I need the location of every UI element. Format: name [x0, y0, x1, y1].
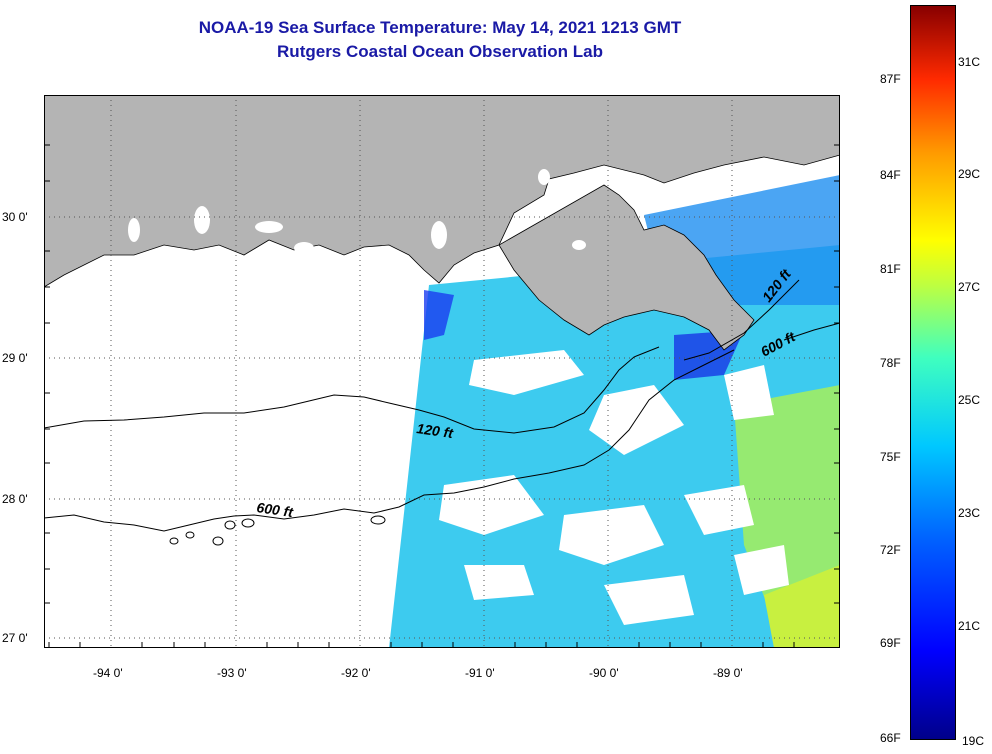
cloud-gap: [559, 505, 664, 565]
contour-120ft-west: [44, 346, 660, 434]
colorbar-label-f: 66F: [880, 731, 901, 745]
bank-outline: [241, 518, 255, 528]
contour-label: 600 ft: [256, 499, 296, 520]
lat-label: 30 0': [2, 210, 28, 224]
lat-label: 29 0': [2, 351, 28, 365]
lake: [538, 169, 550, 185]
contour-600ft-east: [783, 322, 840, 341]
cloud-gap: [439, 475, 544, 535]
lake: [128, 218, 140, 242]
lake: [431, 221, 447, 249]
lat-label: 28 0': [2, 492, 28, 506]
lake: [194, 206, 210, 234]
title-line-1: NOAA-19 Sea Surface Temperature: May 14,…: [198, 18, 682, 37]
cloud-gap: [604, 575, 694, 625]
graticule: [44, 95, 840, 648]
cloud-gap: [734, 545, 789, 595]
map-frame: [44, 95, 840, 648]
title-line-2: Rutgers Coastal Ocean Observation Lab: [277, 42, 603, 61]
cloud-gap: [724, 365, 774, 420]
contour-label: 120 ft: [416, 420, 456, 441]
lon-label: -93 0': [217, 666, 247, 680]
lake: [255, 221, 283, 233]
bank-outline: [185, 531, 195, 539]
colorbar-label-c: 29C: [958, 167, 981, 181]
colorbar-label-f: 72F: [880, 543, 901, 557]
bank-outline: [370, 515, 386, 525]
lake: [294, 242, 314, 254]
bank-outline: [224, 520, 236, 530]
cloud-gap: [464, 565, 534, 600]
colorbar-label-f: 69F: [880, 636, 901, 650]
land: [498, 184, 755, 351]
land: [44, 95, 840, 288]
lon-label: -90 0': [589, 666, 619, 680]
colorbar-label-c: 31C: [958, 55, 981, 69]
colorbar-label-c: 21C: [958, 619, 981, 633]
lon-label: -91 0': [465, 666, 495, 680]
lon-label: -89 0': [713, 666, 743, 680]
colorbar-label-f: 84F: [880, 168, 901, 182]
temperature-colorbar: [910, 5, 956, 740]
colorbar-label-f: 81F: [880, 262, 901, 276]
bank-outline: [212, 536, 224, 546]
lon-label: -94 0': [93, 666, 123, 680]
sst-warm-patch: [764, 565, 840, 648]
cloud-gap: [589, 385, 684, 455]
colorbar-label-c: 19C: [962, 734, 985, 748]
colorbar-label-f: 78F: [880, 356, 901, 370]
colorbar-label-f: 87F: [880, 72, 901, 86]
cloud-gap: [684, 485, 754, 535]
colorbar-label-c: 27C: [958, 280, 981, 294]
lat-label: 27 0': [2, 631, 28, 645]
contour-600ft-west: [44, 349, 735, 532]
cloud-gap: [469, 350, 584, 395]
contour-120ft-east: [683, 279, 800, 361]
sst-map: 120 ft 600 ft 120 ft 600 ft: [44, 95, 840, 648]
lake: [572, 240, 586, 250]
colorbar-label-f: 75F: [880, 450, 901, 464]
bank-outline: [169, 537, 179, 545]
colorbar-label-c: 23C: [958, 506, 981, 520]
lon-label: -92 0': [341, 666, 371, 680]
colorbar-label-c: 25C: [958, 393, 981, 407]
sst-cool-patch: [424, 290, 454, 340]
